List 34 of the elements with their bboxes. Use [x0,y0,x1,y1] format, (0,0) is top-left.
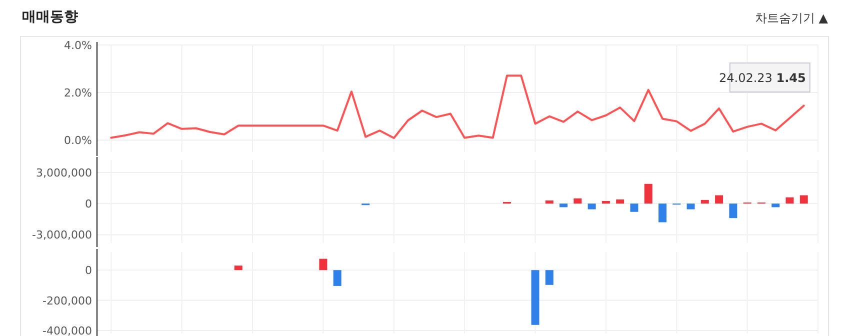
text: 차트숨기기 ▲ [754,11,829,25]
bar [545,270,554,285]
line-series [110,74,805,139]
y-tick-label: 0 [85,198,92,211]
y-tick-label: 3,000,000 [36,166,92,180]
y-tick-label: 0.0% [64,134,92,148]
bar [630,204,638,212]
bar [319,258,328,270]
y-tick-label: -3,000,000 [32,228,92,242]
y-tick-label: 0 [85,264,92,278]
bar [686,204,695,210]
chart-title: 매매동향 [22,9,78,25]
bar [574,198,582,204]
bar [729,204,738,218]
bar [715,195,724,204]
bar [800,195,808,204]
bar [616,199,624,204]
y-tick-label: -200,000 [42,294,92,308]
bar [644,184,652,204]
bar [234,266,242,270]
annotation: 24.02.23 1.45 [718,71,806,85]
y-tick-label: 4.0% [64,39,92,52]
bar [531,270,540,325]
bar [786,197,794,204]
bar [602,200,610,204]
bar [700,200,709,204]
y-tick-label: 2.0% [64,86,92,100]
bar [333,270,342,286]
bar [588,204,596,210]
bar [560,204,568,208]
bar [658,204,666,222]
y-tick-label: -400,000 [42,324,92,336]
bar [545,200,554,204]
bar [772,204,780,208]
